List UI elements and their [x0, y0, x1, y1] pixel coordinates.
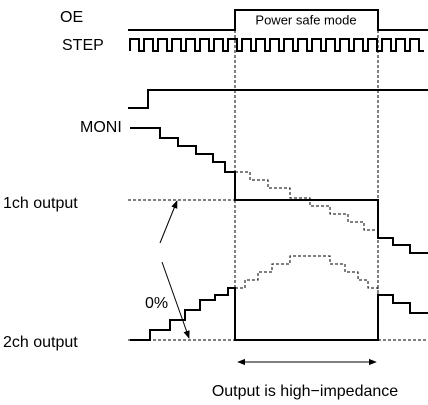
zero-label: 0%: [145, 295, 168, 312]
ch1-virtual: [235, 171, 379, 238]
moni-label: MONI: [80, 119, 122, 136]
arrow: [159, 200, 178, 244]
ch1-label: 1ch output: [3, 195, 78, 212]
step-wave: [129, 38, 424, 52]
moni-wave: [128, 89, 428, 109]
oe-label: OE: [60, 9, 83, 26]
step-label: STEP: [62, 37, 104, 54]
ch2-wave: [130, 287, 428, 341]
ch2-virtual: [235, 255, 379, 295]
power-safe-label: Power safe mode: [255, 12, 356, 27]
note: Output is high−impedance: [212, 383, 398, 400]
ch1-wave: [130, 127, 428, 254]
ch2-label: 2ch output: [3, 334, 78, 351]
oe-wave: [128, 9, 428, 31]
arrow: [161, 261, 190, 339]
